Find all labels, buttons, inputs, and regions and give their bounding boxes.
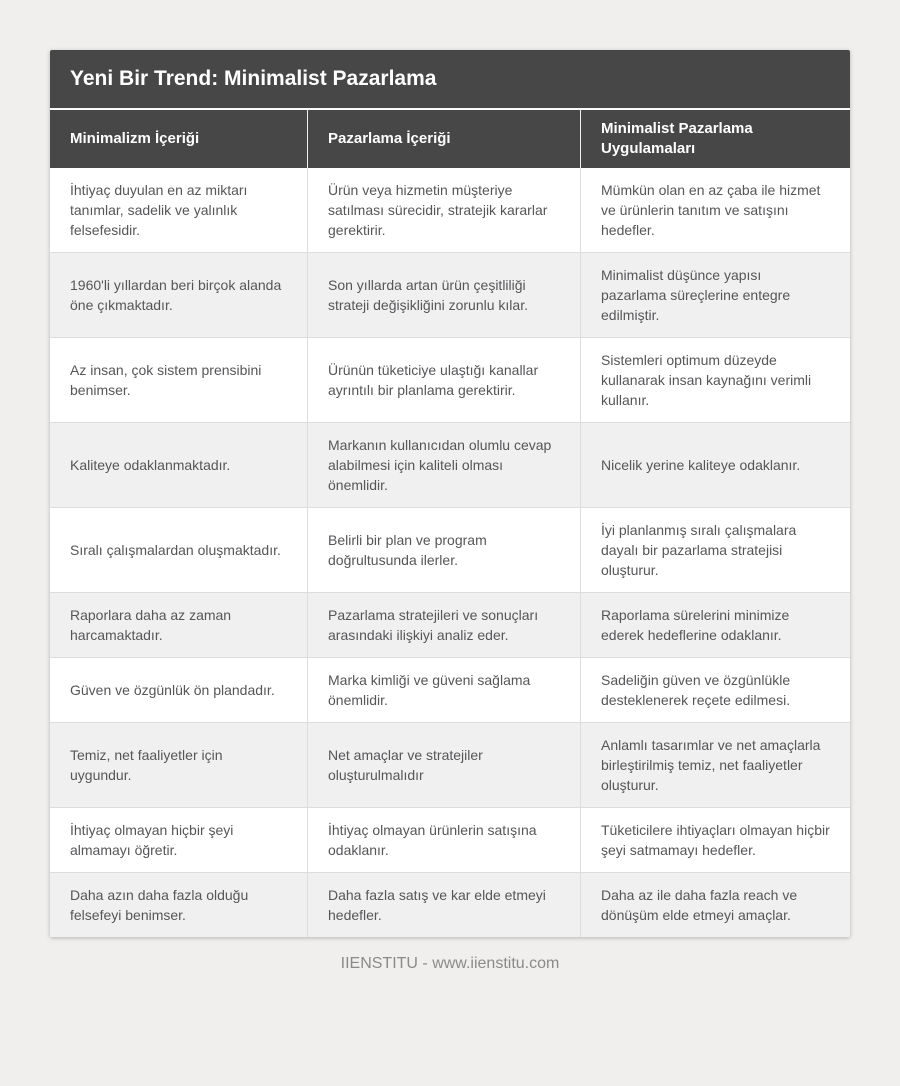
table-cell: Belirli bir plan ve program doğrultusund… [307, 508, 580, 592]
footer-attribution: IIENSTITU - www.iienstitu.com [340, 955, 560, 972]
table-cell: Minimalist düşünce yapısı pazarlama süre… [580, 253, 850, 337]
table-row: Temiz, net faaliyetler için uygundur. Ne… [50, 722, 850, 807]
table-row: İhtiyaç duyulan en az miktarı tanımlar, … [50, 168, 850, 252]
table-row: Kaliteye odaklanmaktadır. Markanın kulla… [50, 422, 850, 507]
table-row: Raporlara daha az zaman harcamaktadır. P… [50, 592, 850, 657]
table-cell: Güven ve özgünlük ön plandadır. [70, 682, 275, 698]
table-cell: Sadeliğin güven ve özgünlükle desteklene… [580, 658, 850, 722]
table-cell: Daha fazla satış ve kar elde etmeyi hede… [307, 873, 580, 937]
table-cell: İhtiyaç duyulan en az miktarı tanımlar, … [70, 182, 248, 238]
table-cell: Pazarlama stratejileri ve sonuçları aras… [307, 593, 580, 657]
table-body: İhtiyaç duyulan en az miktarı tanımlar, … [50, 168, 850, 937]
table-cell: İyi planlanmış sıralı çalışmalara dayalı… [580, 508, 850, 592]
table-cell: Tüketicilere ihtiyaçları olmayan hiçbir … [580, 808, 850, 872]
table-cell: Sistemleri optimum düzeyde kullanarak in… [580, 338, 850, 422]
table-cell: Raporlama sürelerini minimize ederek hed… [580, 593, 850, 657]
table-cell: İhtiyaç olmayan ürünlerin satışına odakl… [307, 808, 580, 872]
table-row: Güven ve özgünlük ön plandadır. Marka ki… [50, 657, 850, 722]
table-cell: Sıralı çalışmalardan oluşmaktadır. [70, 542, 281, 558]
table-cell: Markanın kullanıcıdan olumlu cevap alabi… [307, 423, 580, 507]
table-cell: Temiz, net faaliyetler için uygundur. [70, 747, 223, 783]
table-cell: Net amaçlar ve stratejiler oluşturulmalı… [307, 723, 580, 807]
table-row: Az insan, çok sistem prensibini benimser… [50, 337, 850, 422]
table-cell: İhtiyaç olmayan hiçbir şeyi almamayı öğr… [70, 822, 234, 858]
table-header-row: Minimalizm İçeriği Pazarlama İçeriği Min… [50, 110, 850, 168]
column-header-pazarlama: Pazarlama İçeriği [307, 110, 580, 168]
table-cell: Daha azın daha fazla olduğu felsefeyi be… [70, 887, 249, 923]
table-cell: Az insan, çok sistem prensibini benimser… [70, 362, 262, 398]
table-cell: Daha az ile daha fazla reach ve dönüşüm … [580, 873, 850, 937]
table-cell: 1960'li yıllardan beri birçok alanda öne… [70, 277, 282, 313]
table-row: 1960'li yıllardan beri birçok alanda öne… [50, 252, 850, 337]
table-cell: Ürün veya hizmetin müşteriye satılması s… [307, 168, 580, 252]
content-card: Yeni Bir Trend: Minimalist Pazarlama Min… [50, 50, 850, 937]
table-row: Sıralı çalışmalardan oluşmaktadır. Belir… [50, 507, 850, 592]
table-cell: Ürünün tüketiciye ulaştığı kanallar ayrı… [307, 338, 580, 422]
table-cell: Nicelik yerine kaliteye odaklanır. [580, 423, 850, 507]
table-cell: Mümkün olan en az çaba ile hizmet ve ürü… [580, 168, 850, 252]
page-title: Yeni Bir Trend: Minimalist Pazarlama [50, 50, 850, 110]
table-row: Daha azın daha fazla olduğu felsefeyi be… [50, 872, 850, 937]
column-header-minimalizm: Minimalizm İçeriği [70, 130, 200, 147]
table-row: İhtiyaç olmayan hiçbir şeyi almamayı öğr… [50, 807, 850, 872]
table-cell: Raporlara daha az zaman harcamaktadır. [70, 607, 232, 643]
table-cell: Marka kimliği ve güveni sağlama önemlidi… [307, 658, 580, 722]
table-cell: Kaliteye odaklanmaktadır. [70, 457, 231, 473]
table-cell: Son yıllarda artan ürün çeşitliliği stra… [307, 253, 580, 337]
column-header-uygulamalar: Minimalist Pazarlama Uygulamaları [580, 110, 850, 168]
table-cell: Anlamlı tasarımlar ve net amaçlarla birl… [580, 723, 850, 807]
